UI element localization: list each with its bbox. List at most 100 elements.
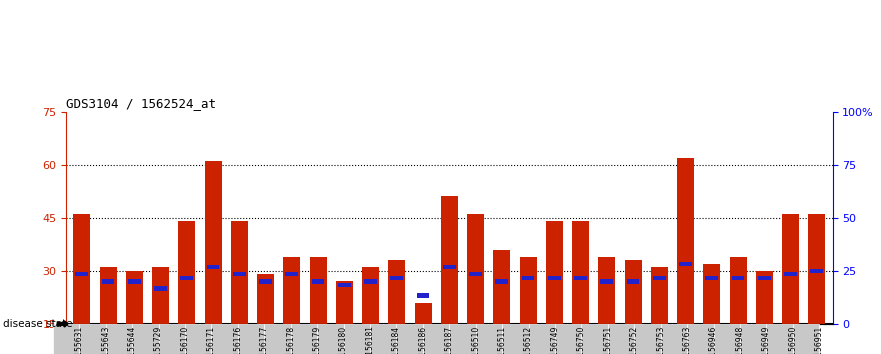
FancyBboxPatch shape	[449, 324, 476, 354]
Bar	[758, 276, 771, 280]
Text: GSM156512: GSM156512	[524, 325, 533, 354]
FancyBboxPatch shape	[581, 324, 608, 354]
Bar	[338, 283, 351, 287]
FancyBboxPatch shape	[185, 324, 211, 354]
Bar	[76, 272, 88, 276]
Text: GSM156177: GSM156177	[260, 325, 269, 354]
Bar	[285, 272, 298, 276]
Bar	[522, 276, 535, 280]
Bar	[653, 276, 666, 280]
Text: GSM156184: GSM156184	[392, 325, 401, 354]
FancyBboxPatch shape	[79, 324, 106, 354]
Text: GSM156951: GSM156951	[815, 325, 824, 354]
Bar	[729, 257, 746, 324]
Bar	[233, 272, 246, 276]
Bar	[808, 214, 825, 324]
Text: GSM156176: GSM156176	[233, 325, 242, 354]
Bar	[731, 276, 744, 280]
Bar	[231, 221, 248, 324]
FancyBboxPatch shape	[740, 324, 766, 354]
Text: GSM155729: GSM155729	[154, 325, 163, 354]
Bar	[520, 257, 537, 324]
FancyBboxPatch shape	[396, 324, 423, 354]
FancyBboxPatch shape	[132, 324, 159, 354]
Bar	[207, 265, 219, 269]
FancyBboxPatch shape	[793, 324, 819, 354]
FancyBboxPatch shape	[264, 324, 291, 354]
Bar	[259, 279, 272, 284]
Text: GSM156763: GSM156763	[683, 325, 692, 354]
Bar	[443, 265, 455, 269]
Text: GSM156171: GSM156171	[207, 325, 216, 354]
Bar	[572, 221, 589, 324]
Bar	[548, 276, 560, 280]
FancyBboxPatch shape	[476, 324, 502, 354]
Bar	[73, 214, 91, 324]
Text: GSM156948: GSM156948	[736, 325, 744, 354]
Text: GSM156178: GSM156178	[286, 325, 295, 354]
Text: GSM156949: GSM156949	[762, 325, 771, 354]
Text: disease state: disease state	[3, 319, 72, 329]
FancyBboxPatch shape	[159, 324, 185, 354]
Bar	[706, 276, 718, 280]
Bar	[128, 279, 141, 284]
Bar	[601, 279, 613, 284]
Bar	[470, 272, 482, 276]
Bar	[811, 269, 823, 273]
Text: GSM156510: GSM156510	[471, 325, 480, 354]
FancyBboxPatch shape	[53, 324, 79, 354]
Bar	[415, 303, 432, 324]
Text: GSM155631: GSM155631	[75, 325, 84, 354]
Text: GSM156187: GSM156187	[445, 325, 454, 354]
Bar	[598, 257, 615, 324]
FancyBboxPatch shape	[238, 324, 264, 354]
Bar	[181, 276, 193, 280]
Text: GSM156749: GSM156749	[551, 325, 559, 354]
Bar	[336, 281, 353, 324]
Bar	[756, 271, 773, 324]
Bar	[390, 276, 403, 280]
Text: GSM156950: GSM156950	[788, 325, 797, 354]
Text: GSM156170: GSM156170	[181, 325, 189, 354]
Text: GSM156946: GSM156946	[709, 325, 718, 354]
FancyBboxPatch shape	[317, 324, 344, 354]
Text: GSM156753: GSM156753	[656, 325, 665, 354]
Text: GSM156181: GSM156181	[366, 325, 374, 354]
Bar	[784, 272, 797, 276]
Bar	[493, 250, 510, 324]
Bar	[417, 293, 429, 298]
Bar	[152, 267, 169, 324]
Bar	[257, 274, 274, 324]
FancyBboxPatch shape	[211, 324, 238, 354]
Text: GSM156750: GSM156750	[577, 325, 586, 354]
FancyBboxPatch shape	[714, 324, 740, 354]
Bar	[545, 221, 563, 324]
Text: GDS3104 / 1562524_at: GDS3104 / 1562524_at	[66, 97, 216, 110]
Bar	[495, 279, 508, 284]
FancyBboxPatch shape	[661, 324, 687, 354]
Text: GSM156511: GSM156511	[498, 325, 507, 354]
Bar	[782, 214, 799, 324]
FancyBboxPatch shape	[634, 324, 661, 354]
Bar	[312, 279, 324, 284]
Bar	[677, 158, 694, 324]
Bar	[154, 286, 167, 291]
Text: GSM156179: GSM156179	[313, 325, 322, 354]
FancyBboxPatch shape	[370, 324, 396, 354]
Bar	[440, 196, 458, 324]
Bar	[679, 262, 692, 266]
Bar	[703, 264, 721, 324]
Bar	[625, 260, 641, 324]
Text: GSM156180: GSM156180	[339, 325, 348, 354]
Text: GSM156752: GSM156752	[630, 325, 639, 354]
Text: GSM155643: GSM155643	[101, 325, 110, 354]
Bar	[126, 271, 143, 324]
FancyBboxPatch shape	[502, 324, 529, 354]
Bar	[100, 267, 116, 324]
FancyBboxPatch shape	[344, 324, 370, 354]
Bar	[651, 267, 668, 324]
FancyBboxPatch shape	[608, 324, 634, 354]
FancyBboxPatch shape	[529, 324, 555, 354]
Text: GSM155644: GSM155644	[128, 325, 137, 354]
Bar	[362, 267, 379, 324]
